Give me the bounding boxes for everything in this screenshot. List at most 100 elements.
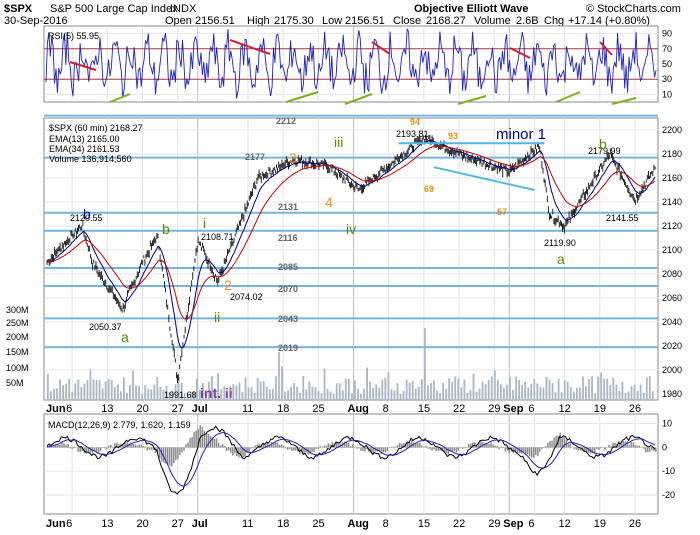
macd-histogram-bar xyxy=(195,431,197,448)
x-tick-label: 13 xyxy=(101,518,113,530)
macd-histogram-bar xyxy=(230,447,232,452)
y-tick-label: 2060 xyxy=(662,293,682,303)
volume-bar xyxy=(68,379,70,400)
macd-histogram-bar xyxy=(466,447,468,448)
volume-bar xyxy=(296,387,298,400)
volume-bar xyxy=(503,388,505,400)
chart-title: Objective Elliott Wave xyxy=(414,3,529,15)
level-label: 2070 xyxy=(278,284,298,294)
macd-histogram-bar xyxy=(387,447,389,451)
volume-bar xyxy=(159,387,161,400)
chart-header: $SPX S&P 500 Large Cap Index INDX Object… xyxy=(4,3,681,27)
volume-bar xyxy=(409,383,411,400)
x-tick-label: 22 xyxy=(453,403,465,415)
x-tick-label: 12 xyxy=(559,403,571,415)
volume-bar xyxy=(512,390,514,400)
volume-bar xyxy=(363,389,365,400)
macd-histogram-bar xyxy=(543,447,545,448)
volume-bar xyxy=(406,380,408,400)
volume-bar xyxy=(652,391,654,400)
volume-bar xyxy=(576,388,578,400)
low-value: 2156.51 xyxy=(345,15,385,27)
macd-histogram-bar xyxy=(547,443,549,448)
wave-label: b xyxy=(162,221,170,237)
macd-histogram-bar xyxy=(545,446,547,448)
macd-histogram-bar xyxy=(535,447,537,455)
macd-histogram-bar xyxy=(57,445,59,448)
volume-bar xyxy=(439,393,441,400)
volume-bar xyxy=(375,384,377,400)
volume-bar xyxy=(62,385,64,400)
volume-bar xyxy=(290,387,292,400)
wave-label: 3 xyxy=(289,150,297,166)
volume-bar xyxy=(299,393,301,400)
y-tick-label: 1980 xyxy=(662,389,682,399)
macd-histogram-bar xyxy=(226,447,228,451)
macd-histogram-bar xyxy=(177,447,179,459)
volume-bar xyxy=(141,394,143,400)
volume-bar xyxy=(622,382,624,400)
volume-bar xyxy=(144,385,146,400)
macd-histogram-bar xyxy=(252,447,254,448)
macd-histogram-bar xyxy=(383,447,385,452)
macd-histogram-bar xyxy=(641,447,643,448)
macd-histogram-bar xyxy=(102,447,104,448)
macd-histogram-bar xyxy=(429,447,431,449)
wave-label: b xyxy=(599,136,607,152)
sub-wave-label: 93 xyxy=(448,131,458,141)
volume-bar xyxy=(105,381,107,400)
x-tick-label: 11 xyxy=(242,403,253,415)
macd-histogram-bar xyxy=(529,447,531,456)
macd-histogram-bar xyxy=(500,447,502,448)
macd-histogram-bar xyxy=(637,445,639,447)
volume-bar xyxy=(564,381,566,400)
volume-bar xyxy=(567,382,569,400)
exchange-label: INDX xyxy=(170,3,197,15)
macd-histogram-bar xyxy=(332,442,334,447)
macd-histogram-bar xyxy=(319,446,321,448)
volume-bar xyxy=(302,376,304,400)
macd-histogram-bar xyxy=(513,447,515,453)
volume-bar xyxy=(232,384,234,400)
volume-bar xyxy=(53,389,55,400)
volume-bar xyxy=(242,392,244,400)
volume-bar xyxy=(111,380,113,400)
chg-value: +17.14 (+0.80%) xyxy=(568,15,650,27)
x-tick-label: 29 xyxy=(488,518,500,530)
level-label: 2116 xyxy=(278,233,298,243)
level-label: 2019 xyxy=(278,343,298,353)
volume-bar xyxy=(643,393,645,400)
volume-bar xyxy=(625,393,627,400)
volume-bar xyxy=(646,378,648,400)
volume-bar xyxy=(530,384,532,400)
macd-histogram-bar xyxy=(185,444,187,447)
rsi-tick-label: 30 xyxy=(662,74,672,84)
volume-bar xyxy=(631,386,633,400)
macd-histogram-bar xyxy=(435,447,437,451)
volume-bar xyxy=(415,389,417,400)
price-annotation: 2050.37 xyxy=(89,322,122,332)
legend-ema13: EMA(13) 2165.00 xyxy=(49,134,120,144)
volume-bar xyxy=(156,377,158,400)
wave-label: ii xyxy=(214,309,220,325)
x-tick-label: Aug xyxy=(348,403,369,415)
macd-histogram-bar xyxy=(553,437,555,447)
macd-histogram-bar xyxy=(106,447,108,449)
x-tick-label: 20 xyxy=(136,403,148,415)
rsi-tick-label: 70 xyxy=(662,44,672,54)
x-tick-label: 19 xyxy=(594,518,606,530)
macd-histogram-bar xyxy=(136,446,138,448)
macd-histogram-bar xyxy=(639,446,641,448)
volume-bar xyxy=(74,383,76,400)
macd-histogram-bar xyxy=(452,447,454,451)
y-tick-label: 2100 xyxy=(662,245,682,255)
volume-bar xyxy=(257,378,259,400)
volume-bar xyxy=(342,390,344,400)
level-label: 2212 xyxy=(276,116,296,126)
volume-bar xyxy=(533,379,535,400)
volume-bar xyxy=(518,380,520,400)
x-tick-label: 25 xyxy=(312,403,324,415)
volume-bar xyxy=(351,393,353,400)
volume-bar xyxy=(327,389,329,400)
macd-histogram-bar xyxy=(498,447,500,449)
